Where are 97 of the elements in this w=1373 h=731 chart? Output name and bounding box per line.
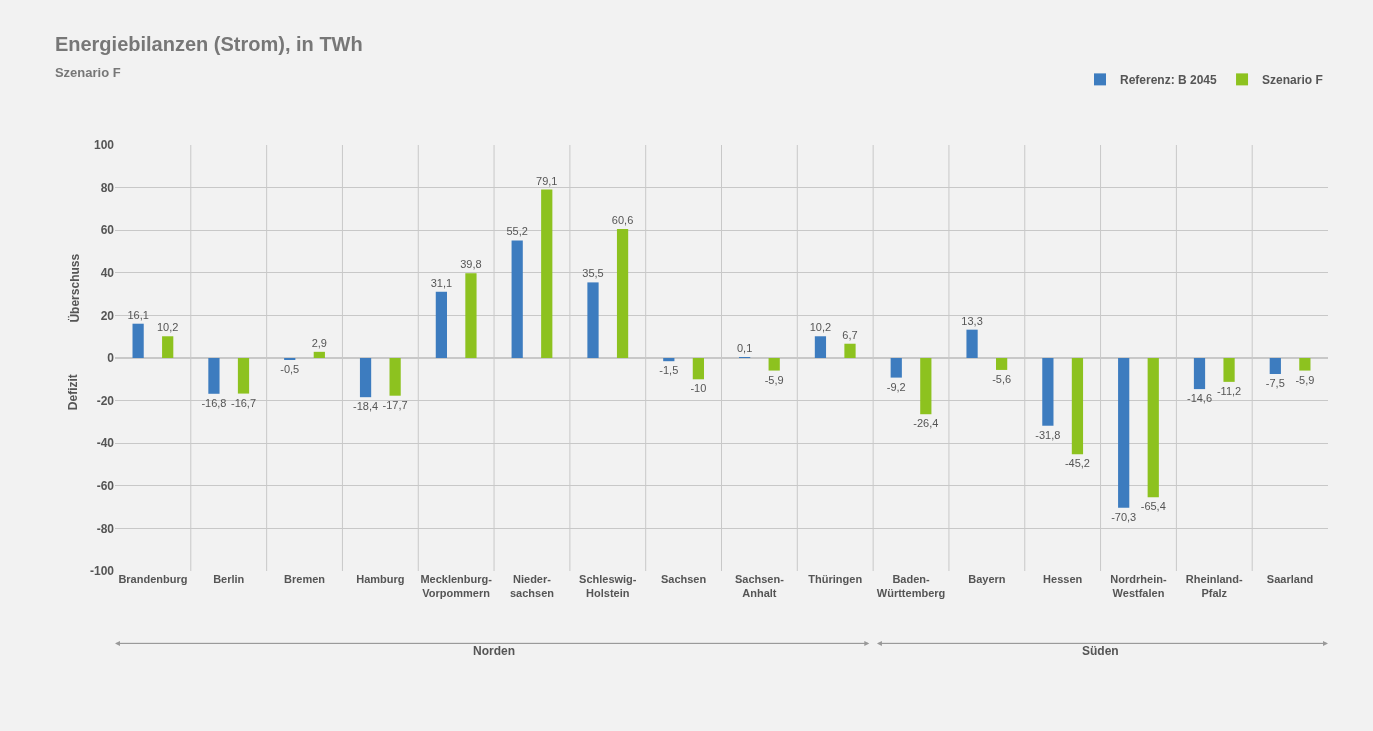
bar: [237, 358, 250, 394]
x-tick-label: Brandenburg: [118, 573, 188, 585]
x-tick-label: Baden- Württemberg: [876, 573, 946, 600]
bar: [1071, 358, 1084, 455]
x-tick-label: Thüringen: [808, 573, 863, 585]
data-label: -16,8: [201, 396, 227, 409]
bar: [1193, 358, 1206, 390]
data-label: -31,8: [1035, 428, 1061, 441]
y-tick-label: 80: [100, 180, 115, 195]
data-label: 55,2: [506, 225, 528, 238]
text: Süden: [1082, 644, 1119, 658]
bar: [313, 351, 325, 358]
bar: [132, 323, 144, 358]
data-label: 16,1: [127, 308, 149, 321]
y-tick-label: -40: [96, 436, 115, 451]
bar: [208, 358, 220, 394]
bar: [768, 358, 780, 371]
bar: [616, 228, 629, 358]
text: Defizit: [65, 374, 80, 411]
data-label: 6,7: [842, 328, 858, 341]
data-label: -5,9: [1295, 373, 1315, 386]
data-label: -26,4: [913, 417, 939, 430]
bar: [359, 358, 372, 398]
bar: [814, 336, 827, 358]
data-label: -70,3: [1111, 510, 1137, 523]
legend-label: Referenz: B 2045: [1120, 73, 1218, 88]
data-label: -16,7: [230, 396, 257, 409]
bar: [996, 358, 1008, 370]
y-tick-label: -60: [96, 479, 115, 493]
bar: [511, 240, 523, 358]
x-tick-label: Hamburg: [356, 573, 405, 585]
text: Überschuss: [66, 253, 82, 323]
data-label: -18,4: [353, 400, 379, 413]
data-label: -1,5: [659, 364, 679, 377]
data-label: 31,1: [430, 276, 453, 289]
x-tick-label: Nordrhein- Westfalen: [1110, 573, 1167, 600]
data-label: -11,2: [1216, 384, 1242, 397]
data-label: 0,1: [736, 342, 753, 354]
bar: [692, 358, 704, 380]
x-tick-label: Nieder- sachsen: [509, 573, 555, 600]
data-label: -5,9: [764, 373, 784, 386]
data-label: 10,2: [809, 321, 832, 334]
x-tick-label: Bayern: [968, 573, 1006, 585]
bar: [389, 358, 401, 396]
x-tick-label: Saarland: [1266, 573, 1314, 585]
bar: [1299, 358, 1311, 371]
x-tick-label: Bremen: [284, 573, 326, 585]
data-label: 13,3: [961, 314, 983, 327]
data-label: 10,2: [156, 321, 179, 334]
legend-label: Szenario F: [1262, 73, 1323, 88]
y-tick-label: -20: [96, 393, 115, 408]
bar: [541, 189, 553, 358]
bar: [587, 282, 599, 358]
bar: [844, 343, 856, 358]
bar: [1118, 358, 1130, 508]
data-label: 35,5: [582, 267, 604, 280]
y-tick-label: 60: [100, 223, 115, 238]
data-label: -10: [690, 382, 707, 395]
data-label: -9,2: [886, 380, 906, 393]
data-label: -17,7: [382, 398, 408, 411]
bar: [162, 336, 174, 358]
data-label: 79,1: [536, 174, 558, 187]
bar: [1269, 358, 1281, 374]
chart-title: Energiebilanzen (Strom), in TWh: [54, 33, 363, 56]
text: Norden: [473, 644, 515, 658]
chart-subtitle: Szenario F: [54, 65, 121, 81]
x-tick-label: Rheinland- Pfalz: [1185, 573, 1244, 600]
data-label: -5,6: [992, 372, 1012, 385]
bar: [966, 329, 978, 358]
y-tick-label: 100: [93, 138, 115, 153]
data-label: -7,5: [1265, 376, 1285, 389]
data-label: 39,8: [460, 258, 482, 271]
data-label: 60,6: [611, 213, 634, 226]
x-tick-label: Mecklenburg- Vorpommern: [420, 573, 493, 600]
data-label: -0,5: [280, 363, 300, 375]
y-tick-label: -80: [96, 521, 115, 536]
data-label: -65,4: [1140, 500, 1166, 513]
bar: [435, 291, 447, 358]
data-label: -14,6: [1186, 392, 1213, 405]
y-tick-label: 20: [100, 308, 115, 323]
bar: [663, 358, 675, 362]
x-tick-label: Schleswig- Holstein: [579, 573, 637, 600]
bar: [1223, 358, 1235, 382]
y-tick-label: 40: [100, 266, 115, 280]
x-tick-label: Sachsen: [660, 573, 707, 585]
bar: [1042, 358, 1054, 426]
x-tick-label: Hessen: [1043, 573, 1083, 585]
bar: [890, 358, 902, 378]
data-label: -45,2: [1064, 457, 1090, 470]
x-tick-label: Sachsen- Anhalt: [734, 573, 785, 600]
x-tick-label: Berlin: [213, 573, 245, 585]
bar: [1147, 358, 1159, 498]
y-tick-label: -100: [89, 564, 115, 579]
bar: [920, 358, 932, 415]
bar: [465, 273, 477, 358]
y-tick-label: 0: [107, 351, 115, 366]
data-label: 2,9: [311, 336, 327, 349]
